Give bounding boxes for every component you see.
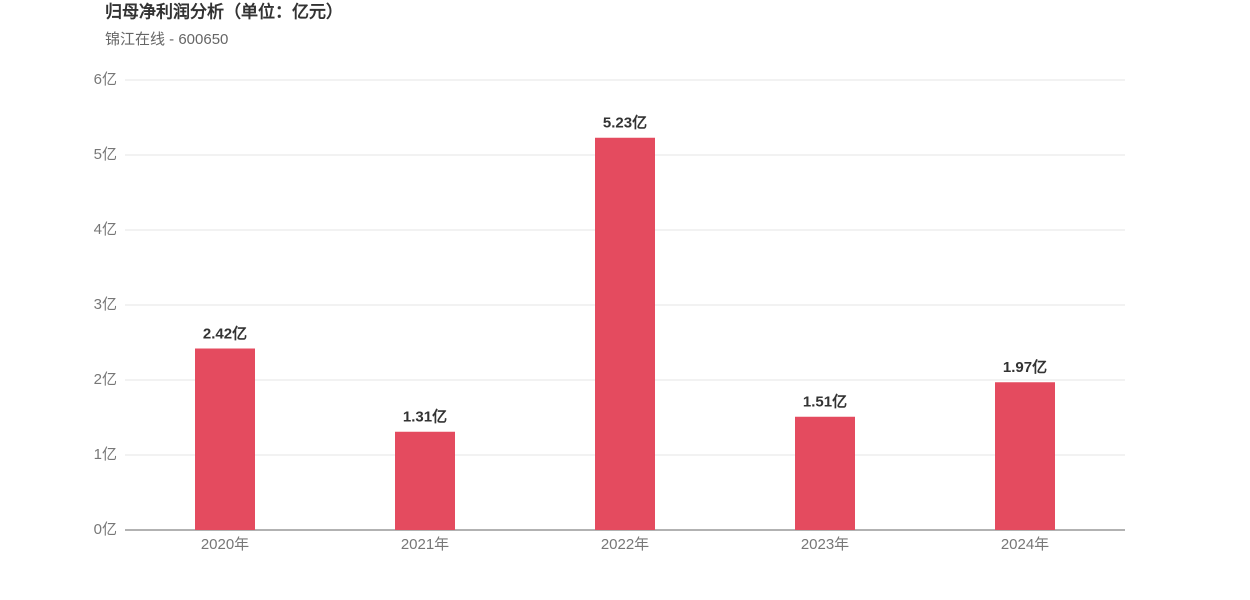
x-tick-label: 2024年	[1001, 536, 1049, 553]
x-tick-label: 2020年	[201, 536, 249, 553]
chart-subtitle: 锦江在线 - 600650	[105, 31, 228, 48]
y-tick-label: 2亿	[94, 371, 117, 388]
y-tick-label: 0亿	[94, 521, 117, 538]
value-label: 1.51亿	[803, 393, 847, 411]
bar	[195, 348, 255, 530]
value-label: 1.97亿	[1003, 358, 1047, 376]
bar	[595, 137, 655, 530]
bar	[995, 382, 1055, 530]
x-tick-label: 2021年	[401, 536, 449, 553]
y-tick-label: 1亿	[94, 446, 117, 463]
x-tick-label: 2022年	[601, 536, 649, 553]
y-tick-label: 3亿	[94, 296, 117, 313]
y-tick-label: 6亿	[94, 71, 117, 88]
x-tick-label: 2023年	[801, 536, 849, 553]
bar	[395, 431, 455, 530]
value-label: 2.42亿	[203, 324, 247, 342]
bar	[795, 416, 855, 530]
y-tick-label: 4亿	[94, 221, 117, 238]
value-label: 1.31亿	[403, 408, 447, 426]
value-label: 5.23亿	[603, 114, 647, 132]
y-tick-label: 5亿	[94, 146, 117, 163]
chart-title: 归母净利润分析（单位：亿元）	[105, 1, 343, 21]
